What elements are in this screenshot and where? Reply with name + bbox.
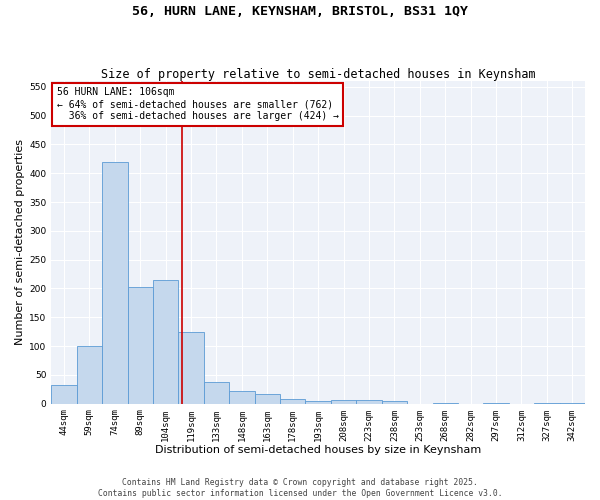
Bar (331, 400, 356, 404)
Bar (178, 332, 204, 404)
Bar (77, 346, 102, 404)
Bar (128, 286, 153, 404)
Title: Size of property relative to semi-detached houses in Keynsham: Size of property relative to semi-detach… (101, 68, 535, 81)
Bar (382, 401, 407, 404)
Bar (305, 401, 331, 404)
Bar (534, 402, 560, 404)
X-axis label: Distribution of semi-detached houses by size in Keynsham: Distribution of semi-detached houses by … (155, 445, 481, 455)
Text: Contains HM Land Registry data © Crown copyright and database right 2025.
Contai: Contains HM Land Registry data © Crown c… (98, 478, 502, 498)
Bar (560, 402, 585, 404)
Bar (280, 398, 305, 404)
Bar (204, 382, 229, 404)
Bar (484, 402, 509, 404)
Bar (229, 391, 254, 404)
Bar (356, 400, 382, 404)
Bar (102, 162, 128, 404)
Bar (254, 394, 280, 404)
Text: 56 HURN LANE: 106sqm
← 64% of semi-detached houses are smaller (762)
  36% of se: 56 HURN LANE: 106sqm ← 64% of semi-detac… (56, 88, 338, 120)
Text: 56, HURN LANE, KEYNSHAM, BRISTOL, BS31 1QY: 56, HURN LANE, KEYNSHAM, BRISTOL, BS31 1… (132, 5, 468, 18)
Bar (433, 402, 458, 404)
Y-axis label: Number of semi-detached properties: Number of semi-detached properties (15, 140, 25, 346)
Bar (51, 384, 77, 404)
Bar (153, 280, 178, 404)
